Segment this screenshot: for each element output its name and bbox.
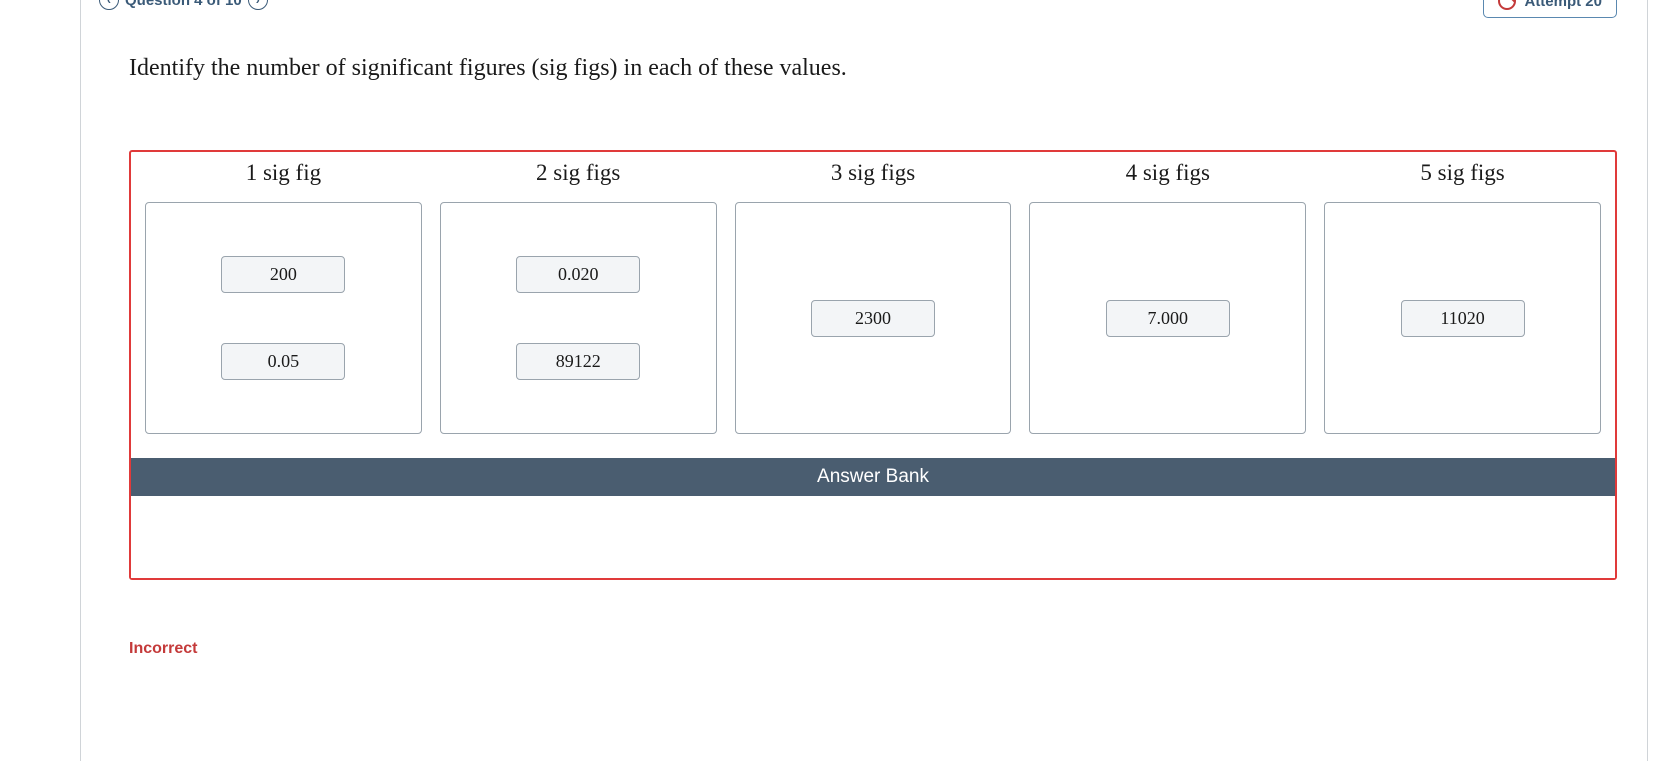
prev-question-button[interactable]: ‹ — [99, 0, 119, 10]
value-chip[interactable]: 11020 — [1401, 300, 1525, 337]
answer-area: 1 sig fig 200 0.05 2 sig figs 0.020 8912… — [129, 150, 1617, 580]
drop-zone[interactable]: 0.020 89122 — [440, 202, 717, 434]
question-nav-label: Question 4 of 10 — [125, 0, 242, 9]
attempt-label: Attempt 20 — [1524, 0, 1602, 10]
answer-bank-header: Answer Bank — [131, 458, 1615, 496]
drop-column-4sf: 4 sig figs 7.000 — [1029, 160, 1306, 434]
drop-columns-row: 1 sig fig 200 0.05 2 sig figs 0.020 8912… — [131, 152, 1615, 458]
column-header: 1 sig fig — [246, 160, 321, 186]
value-chip[interactable]: 89122 — [516, 343, 640, 380]
value-chip[interactable]: 0.05 — [221, 343, 345, 380]
drop-zone[interactable]: 200 0.05 — [145, 202, 422, 434]
drop-column-3sf: 3 sig figs 2300 — [735, 160, 1012, 434]
drop-zone[interactable]: 2300 — [735, 202, 1012, 434]
value-chip[interactable]: 7.000 — [1106, 300, 1230, 337]
value-chip[interactable]: 2300 — [811, 300, 935, 337]
drop-zone[interactable]: 7.000 — [1029, 202, 1306, 434]
drop-column-5sf: 5 sig figs 11020 — [1324, 160, 1601, 434]
column-header: 2 sig figs — [536, 160, 620, 186]
question-nav: ‹ Question 4 of 10 › — [93, 0, 274, 14]
value-chip[interactable]: 200 — [221, 256, 345, 293]
column-header: 4 sig figs — [1126, 160, 1210, 186]
reset-icon — [1498, 0, 1516, 10]
column-header: 5 sig figs — [1420, 160, 1504, 186]
question-prompt: Identify the number of significant figur… — [129, 55, 847, 82]
column-header: 3 sig figs — [831, 160, 915, 186]
question-panel: ‹ Question 4 of 10 › Attempt 20 Identify… — [80, 0, 1648, 761]
answer-bank-body[interactable] — [131, 496, 1615, 578]
drop-column-1sf: 1 sig fig 200 0.05 — [145, 160, 422, 434]
next-question-button[interactable]: › — [248, 0, 268, 10]
attempt-indicator: Attempt 20 — [1483, 0, 1617, 18]
drop-zone[interactable]: 11020 — [1324, 202, 1601, 434]
value-chip[interactable]: 0.020 — [516, 256, 640, 293]
drop-column-2sf: 2 sig figs 0.020 89122 — [440, 160, 717, 434]
feedback-text: Incorrect — [129, 640, 197, 658]
